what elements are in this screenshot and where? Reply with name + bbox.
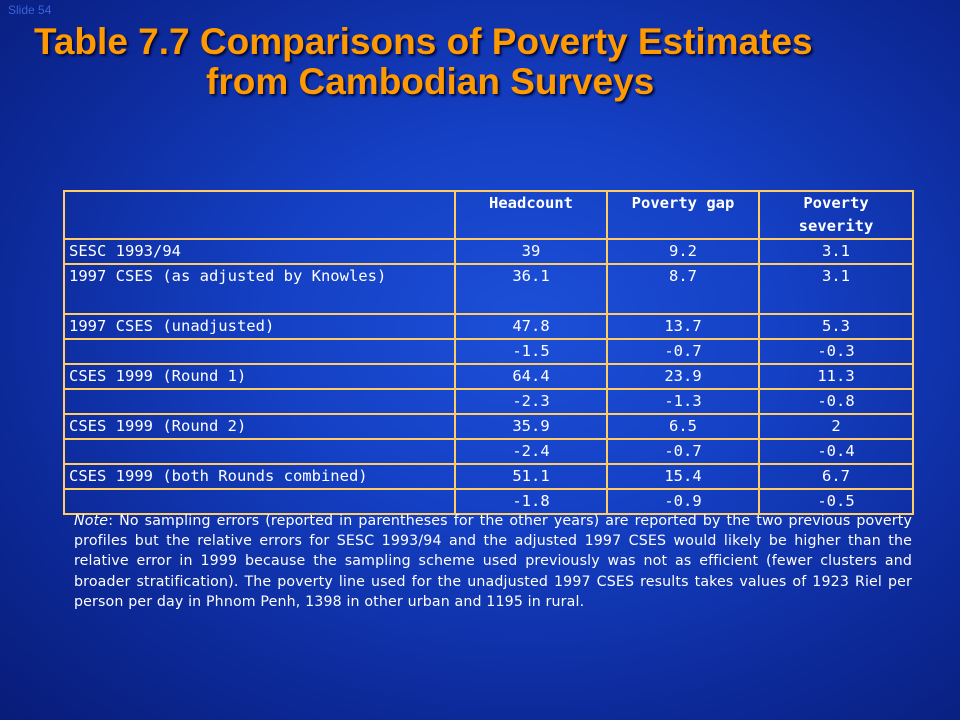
poverty-estimates-table: Headcount Poverty gap Poverty severity S…	[63, 190, 914, 515]
slide-number: Slide 54	[8, 3, 52, 17]
table-row: CSES 1999 (both Rounds combined) 51.1 15.4…	[63, 463, 914, 490]
table-row: -2.4 -0.7 -0.4	[63, 438, 914, 465]
poverty-severity-cell: 11.3	[758, 363, 914, 390]
row-label-cell: CSES 1999 (both Rounds combined)	[63, 463, 456, 490]
headcount-cell: 35.9	[454, 413, 608, 440]
row-label-cell: CSES 1999 (Round 1)	[63, 363, 456, 390]
headcount-cell: 47.8	[454, 313, 608, 340]
headcount-cell: -2.4	[454, 438, 608, 465]
table-row: CSES 1999 (Round 2) 35.9 6.5 2	[63, 413, 914, 440]
poverty-gap-cell: 6.5	[606, 413, 760, 440]
table-row: 1997 CSES (as adjusted by Knowles) 36.1 8.…	[63, 263, 914, 315]
table-header-row: Headcount Poverty gap Poverty severity	[63, 190, 914, 240]
headcount-cell: 51.1	[454, 463, 608, 490]
row-label-cell	[63, 438, 456, 465]
poverty-severity-cell: -0.5	[758, 488, 914, 515]
row-label-cell: SESC 1993/94	[63, 238, 456, 265]
table-row: -1.8 -0.9 -0.5	[63, 488, 914, 515]
slide-title: Table 7.7 Comparisons of Poverty Estimat…	[0, 22, 960, 102]
row-label-cell: 1997 CSES (unadjusted)	[63, 313, 456, 340]
note-label: Note	[74, 513, 109, 529]
headcount-cell: -2.3	[454, 388, 608, 415]
title-line-2: from Cambodian Surveys	[206, 61, 655, 102]
table-row: -1.5 -0.7 -0.3	[63, 338, 914, 365]
row-label-cell	[63, 338, 456, 365]
poverty-gap-cell: 8.7	[606, 263, 760, 315]
poverty-severity-cell: -0.3	[758, 338, 914, 365]
header-cell-headcount: Headcount	[454, 190, 608, 240]
headcount-cell: 36.1	[454, 263, 608, 315]
table-row: CSES 1999 (Round 1) 64.4 23.9 11.3	[63, 363, 914, 390]
row-label-cell	[63, 488, 456, 515]
header-cell-poverty-gap: Poverty gap	[606, 190, 760, 240]
headcount-cell: 64.4	[454, 363, 608, 390]
headcount-cell: -1.8	[454, 488, 608, 515]
row-label-cell: CSES 1999 (Round 2)	[63, 413, 456, 440]
table-row: -2.3 -1.3 -0.8	[63, 388, 914, 415]
row-label-cell: 1997 CSES (as adjusted by Knowles)	[63, 263, 456, 315]
poverty-severity-cell: -0.4	[758, 438, 914, 465]
poverty-gap-cell: 13.7	[606, 313, 760, 340]
poverty-gap-cell: 9.2	[606, 238, 760, 265]
table-note: Note: No sampling errors (reported in pa…	[74, 511, 912, 612]
poverty-gap-cell: -1.3	[606, 388, 760, 415]
poverty-gap-cell: -0.7	[606, 338, 760, 365]
headcount-cell: -1.5	[454, 338, 608, 365]
poverty-severity-cell: 3.1	[758, 238, 914, 265]
poverty-severity-cell: 6.7	[758, 463, 914, 490]
poverty-gap-cell: 23.9	[606, 363, 760, 390]
headcount-cell: 39	[454, 238, 608, 265]
note-text: : No sampling errors (reported in parent…	[74, 513, 912, 610]
header-cell-poverty-severity: Poverty severity	[758, 190, 914, 240]
poverty-severity-cell: -0.8	[758, 388, 914, 415]
poverty-severity-cell: 5.3	[758, 313, 914, 340]
title-line-1: Table 7.7 Comparisons of Poverty Estimat…	[34, 21, 813, 62]
table-row: 1997 CSES (unadjusted) 47.8 13.7 5.3	[63, 313, 914, 340]
header-cell-label	[63, 190, 456, 240]
row-label-cell	[63, 388, 456, 415]
poverty-severity-cell: 2	[758, 413, 914, 440]
poverty-gap-cell: -0.7	[606, 438, 760, 465]
table-row: SESC 1993/94 39 9.2 3.1	[63, 238, 914, 265]
poverty-gap-cell: -0.9	[606, 488, 760, 515]
poverty-severity-cell: 3.1	[758, 263, 914, 315]
poverty-gap-cell: 15.4	[606, 463, 760, 490]
